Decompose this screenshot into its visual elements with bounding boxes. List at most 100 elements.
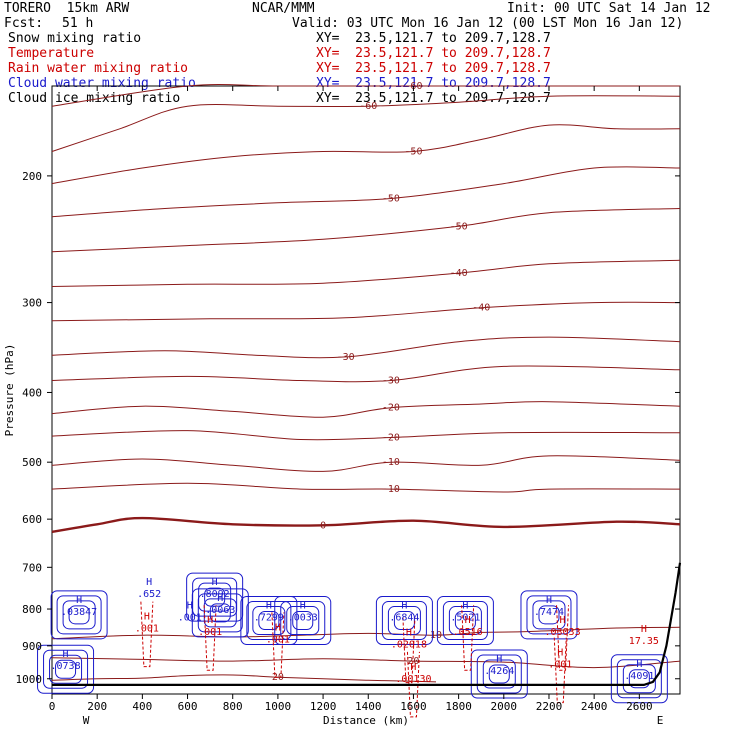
maximum-symbol-4: H: [217, 593, 223, 604]
temperature-contour-14: [51, 626, 681, 640]
cloud-water-contour-7-3: [526, 595, 572, 635]
cloud-water-contour-0-2: [62, 600, 96, 630]
x-tick-label-1000: 1000: [265, 700, 292, 713]
temperature-contour-label-9: -20: [382, 403, 400, 414]
temperature-contour-9: [51, 401, 681, 418]
cloud-water-contour-7-1: [538, 605, 560, 625]
field-xy-temperature: XY= 23.5,121.7 to 209.7,128.7: [316, 46, 551, 61]
cloud-water-contour-3-2: [252, 606, 286, 636]
maximum-symbol-7: H: [266, 601, 272, 612]
maximum-symbol-16: H: [641, 624, 647, 635]
temperature-contour-label-3: -50: [382, 193, 400, 204]
temperature-contour-4: [51, 208, 681, 253]
cloud-water-contour-6-2: [448, 606, 482, 636]
maximum-symbol-6: H: [207, 615, 213, 626]
maximum-symbol-5: H: [144, 612, 150, 623]
cloud-water-contour-4-1: [292, 611, 314, 631]
cloud-water-contour-10-1: [628, 669, 650, 689]
maximum-symbol-21: H: [410, 662, 416, 673]
rain-contour-4: [402, 617, 416, 684]
maximum-symbol-8: H: [300, 601, 306, 612]
rain-contour-0: [140, 601, 154, 668]
maximum-value-0: .03847: [61, 607, 97, 618]
temperature-contour-12: [51, 482, 681, 493]
temperature-contour-6: [51, 301, 681, 322]
temperature-contour-label-15: 20: [407, 656, 419, 667]
cloud-water-contour-6-3: [442, 601, 488, 641]
field-xy-rain: XY= 23.5,121.7 to 209.7,128.7: [316, 61, 551, 76]
cloud-water-contour-7-4: [520, 590, 578, 640]
temperature-contour-15: [51, 657, 681, 669]
temperature-contour-label-16: 20: [272, 672, 284, 683]
maximum-value-15: .03033: [544, 627, 580, 638]
cloud-water-contour-9-4: [470, 649, 528, 699]
temperature-contour-10: [51, 430, 681, 441]
maximum-symbol-0: H: [76, 595, 82, 606]
field-name-temperature: Temperature: [8, 46, 95, 61]
cloud-water-contour-1-1: [204, 587, 226, 607]
temperature-contour-label-8: -30: [382, 376, 400, 387]
cloud-water-contour-9-1: [488, 664, 510, 684]
temperature-contour-label-1: -60: [359, 101, 377, 112]
cloud-water-contour-6-4: [436, 596, 494, 646]
temperature-contour-label-12: -10: [382, 484, 400, 495]
rain-contour-2: [271, 612, 285, 678]
x-tick-label-2400: 2400: [581, 700, 608, 713]
cloud-water-contour-8-4: [37, 644, 95, 694]
maximum-value-8: .0033: [288, 613, 318, 624]
temperature-contour-13: [51, 516, 681, 534]
temperature-contour-label-13: 0: [320, 520, 326, 531]
temperature-contour-2: [51, 124, 681, 185]
field-name-cloud-water: Cloud water mixing ratio: [8, 76, 196, 91]
maximum-symbol-17: H: [557, 648, 563, 659]
model-title: TORERO 15km ARW: [4, 1, 130, 16]
field-name-cloud-ice: Cloud ice mixing ratio: [8, 91, 181, 106]
x-tick-label-2000: 2000: [491, 700, 518, 713]
maximum-symbol-19: H: [496, 654, 502, 665]
cloud-water-contour-8-2: [49, 654, 83, 684]
cloud-water-contour-8-3: [43, 649, 89, 689]
maximum-symbol-15: H: [560, 615, 566, 626]
maximum-value-20: .4091: [624, 671, 654, 682]
maximum-value-11: .5021: [450, 613, 480, 624]
temperature-contour-label-14: 10: [430, 630, 442, 641]
x-tick-label-2200: 2200: [536, 700, 563, 713]
cloud-water-contour-5-2: [387, 606, 421, 636]
rain-contour-1: [203, 605, 217, 671]
cloud-water-contour-4-4: [274, 596, 332, 646]
temperature-contour-1: [51, 95, 681, 152]
temperature-contour-label-4: -50: [450, 221, 468, 232]
cloud-water-contour-0-4: [50, 590, 108, 640]
maximum-value-5: .001: [135, 624, 159, 635]
maximum-symbol-2: H: [212, 577, 218, 588]
cloud-water-contour-7-2: [532, 600, 566, 630]
maximum-value-7: .7299: [254, 613, 284, 624]
y-tick-label-900: 900: [22, 640, 42, 653]
maximum-symbol-9: H: [275, 622, 281, 633]
cloud-water-contour-4-3: [280, 601, 326, 641]
maximum-value-9: .001: [266, 634, 290, 645]
maximum-value-17: .001: [548, 660, 572, 671]
x-axis-title: Distance (km): [323, 714, 409, 727]
maximum-value-18: .0738: [50, 661, 80, 672]
cloud-water-contour-1-4: [186, 572, 244, 622]
temperature-contour-0: [51, 84, 680, 107]
temperature-contour-label-11: -10: [382, 457, 400, 468]
fcst-hours: 51 h: [62, 16, 94, 31]
rain-contour-5: [556, 605, 570, 671]
y-tick-label-300: 300: [22, 297, 42, 310]
maximum-value-16: 17.35: [629, 636, 659, 647]
fcst-label: Fcst:: [4, 16, 44, 31]
maximum-value-19: .4264: [484, 666, 514, 677]
x-tick-label-200: 200: [87, 700, 107, 713]
maximum-value-1: .652: [137, 589, 161, 600]
temperature-contour-7: [51, 336, 681, 359]
y-tick-label-800: 800: [22, 603, 42, 616]
field-name-snow: Snow mixing ratio: [8, 31, 142, 46]
maximum-symbol-12: H: [465, 615, 471, 626]
temperature-contour-label-10: -20: [382, 432, 400, 443]
x-tick-label-1600: 1600: [400, 700, 427, 713]
y-tick-label-400: 400: [22, 386, 42, 399]
maximum-symbol-3: H: [187, 601, 193, 612]
maximum-symbol-1: H: [146, 577, 152, 588]
